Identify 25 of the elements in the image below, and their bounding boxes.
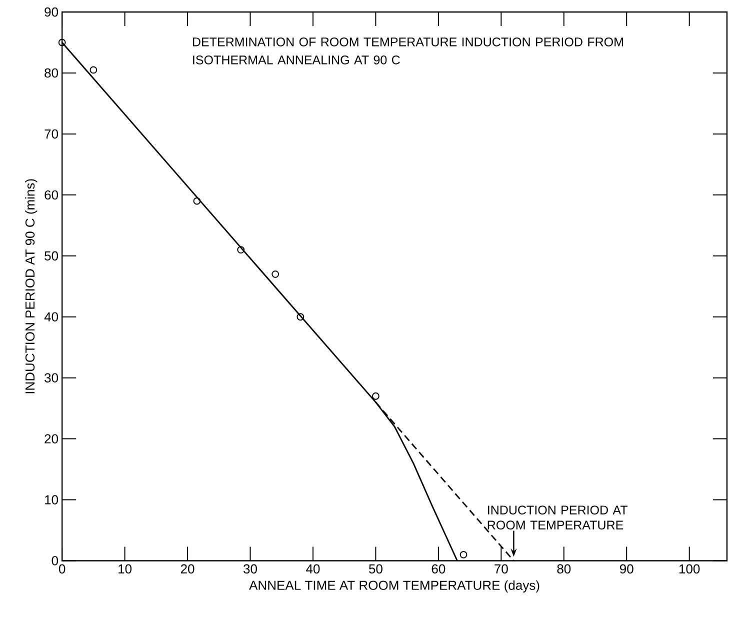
x-tick-label: 30	[244, 564, 257, 574]
x-tick-label: 100	[679, 564, 700, 574]
x-tick-label: 0	[58, 564, 66, 574]
x-tick-label: 50	[368, 564, 382, 574]
y-axis-title: INDUCTION PERIOD AT 90 C (mins)	[25, 179, 38, 394]
y-tick-label: 10	[45, 495, 58, 504]
x-tick-label: 60	[432, 564, 446, 574]
y-tick-label: 60	[44, 190, 58, 200]
y-tick-label: 20	[44, 434, 58, 444]
x-tick-label: 20	[180, 564, 194, 574]
y-tick-label: 50	[44, 251, 58, 261]
y-tick-label: 40	[44, 312, 58, 322]
y-tick-label: 30	[44, 373, 58, 383]
annotation: INDUCTION PERIOD AT ROOM TEMPERATURE	[488, 506, 628, 530]
y-tick-label: 80	[44, 68, 58, 78]
x-tick-label: 40	[306, 564, 320, 574]
x-tick-label: 80	[557, 564, 571, 574]
x-tick-label: 90	[620, 564, 634, 574]
text: DETERMINATION OF ROOM TEMPERATURE INDUCTION PERIOD FROM ISOTHERMAL ANNEALING AT 90 C	[192, 38, 623, 64]
y-tick-label: 90	[44, 7, 58, 17]
x-tick-label: 70	[494, 564, 508, 574]
y-tick-label: 0	[52, 556, 58, 566]
x-axis-title: ANNEAL TIME AT ROOM TEMPERATURE (days)	[249, 580, 540, 593]
x-tick-label: 10	[118, 564, 132, 574]
y-tick-label: 70	[44, 129, 58, 139]
